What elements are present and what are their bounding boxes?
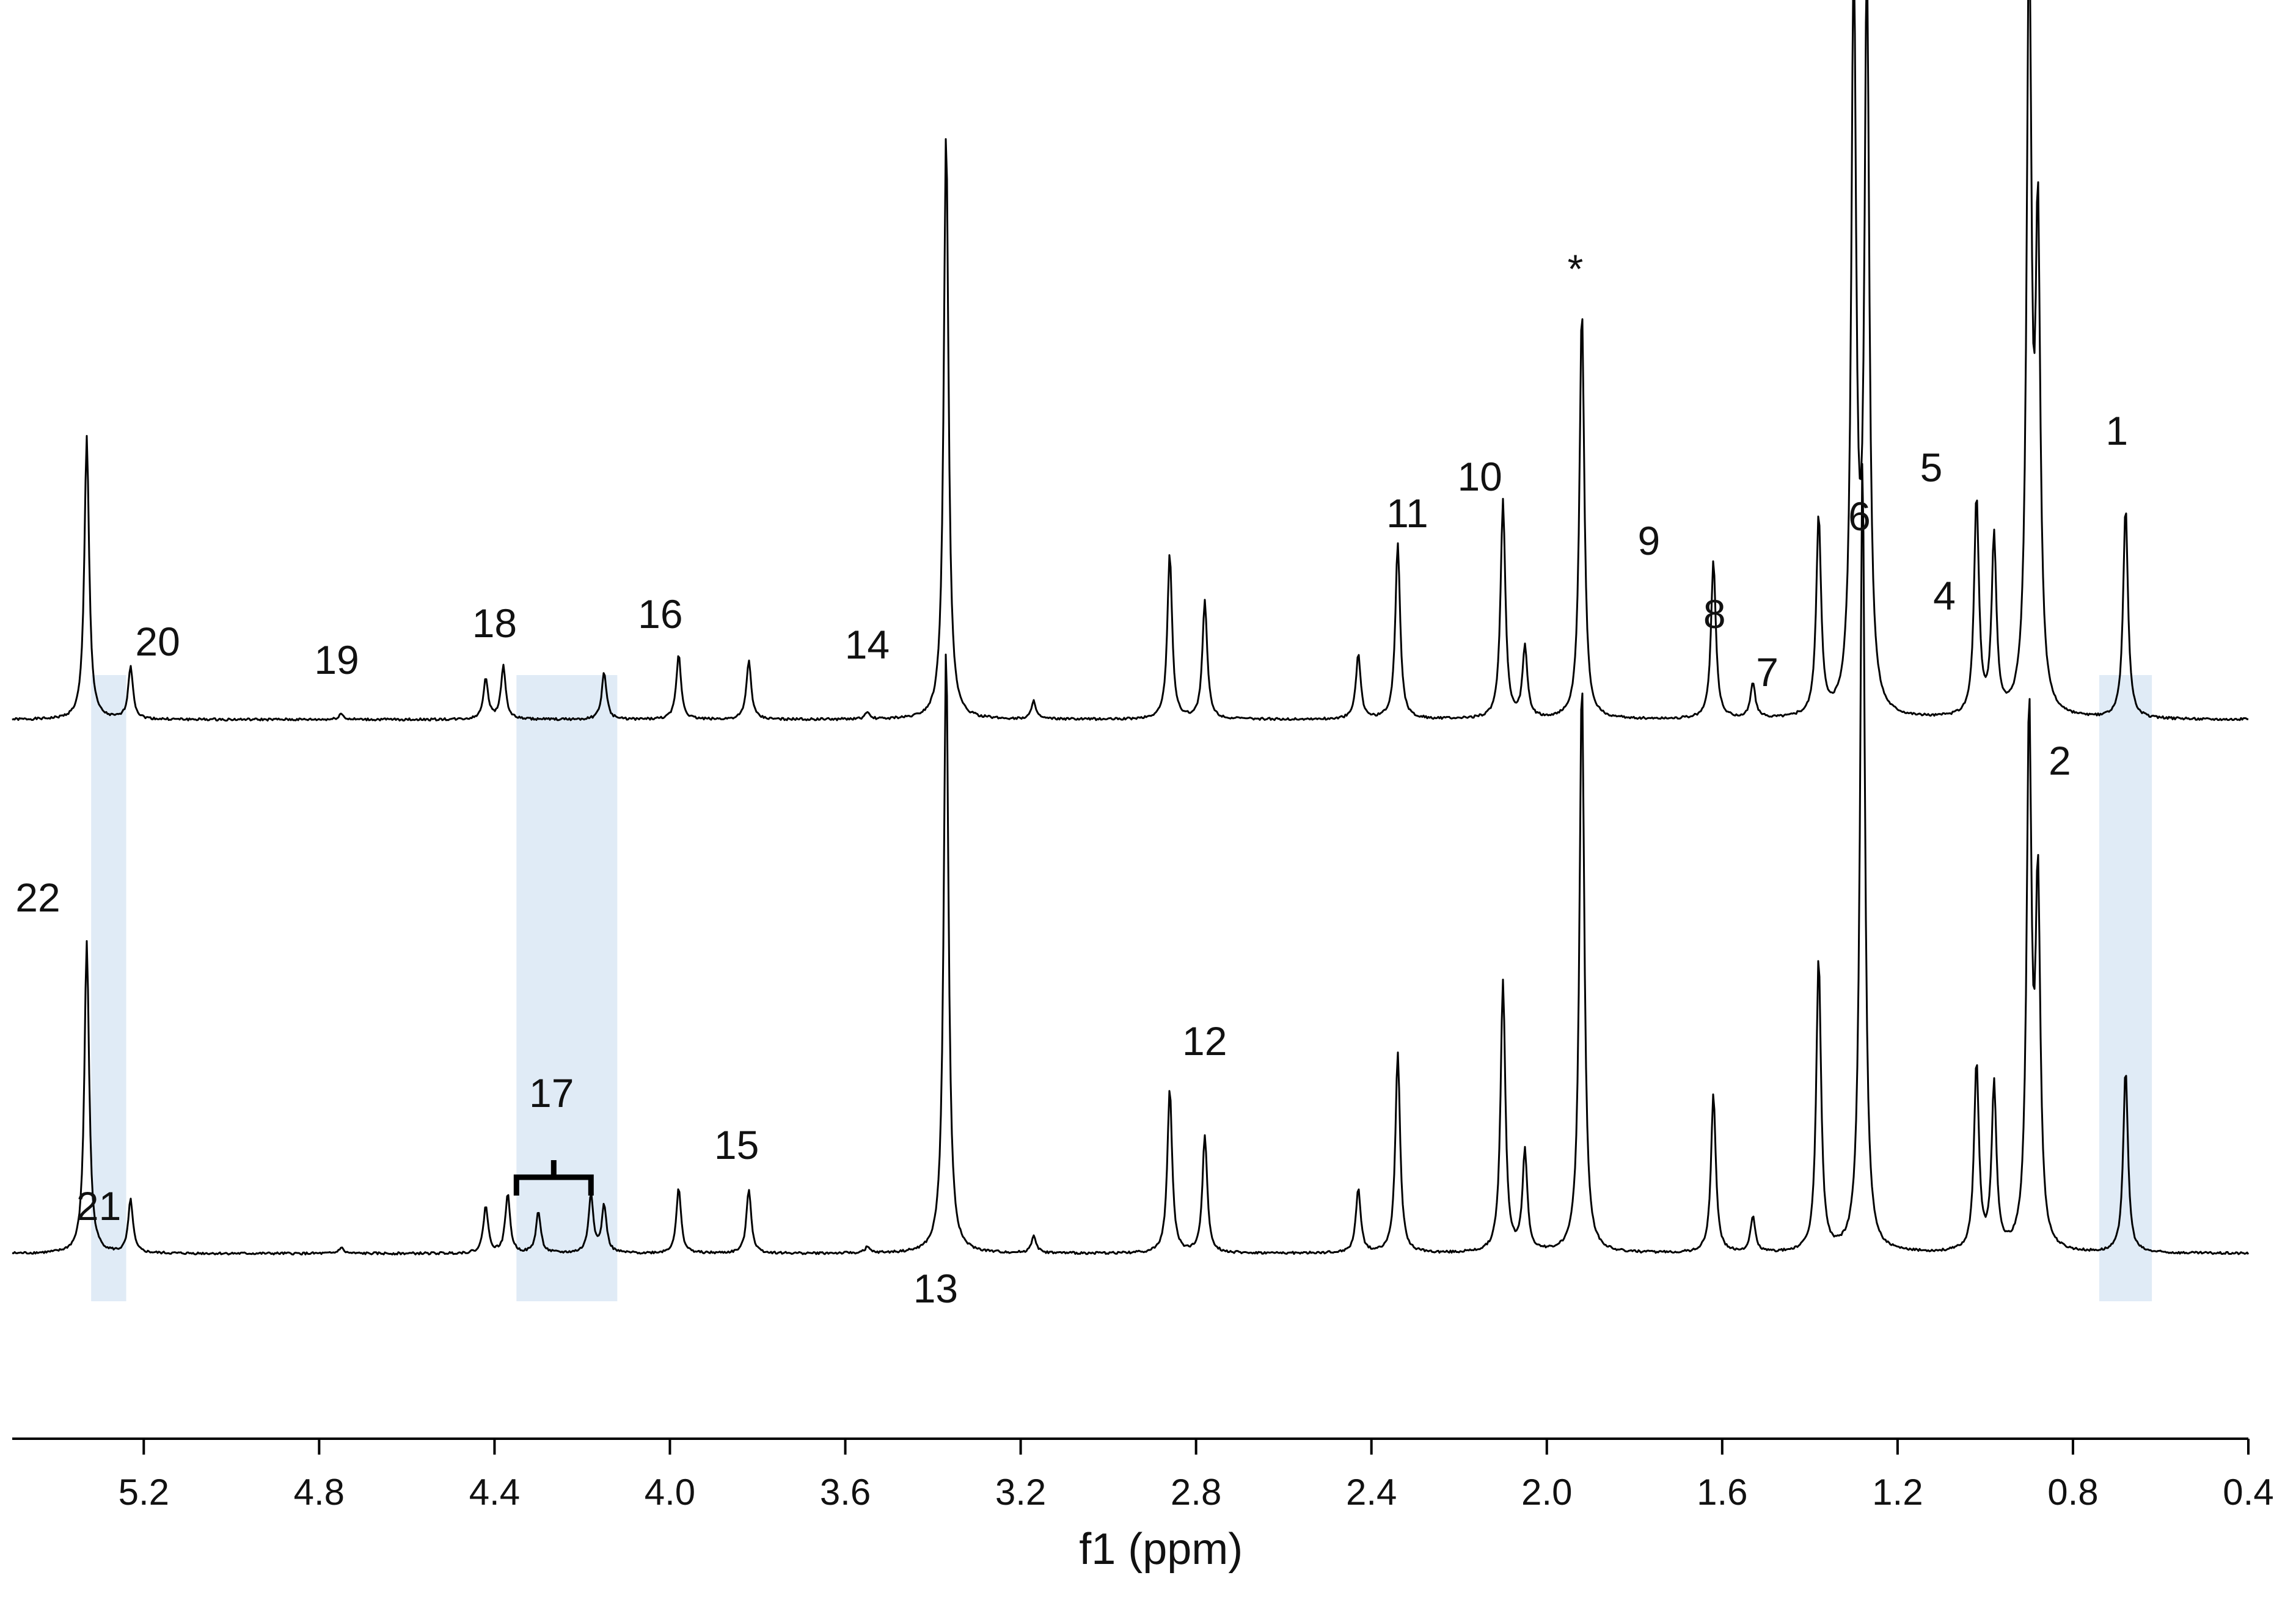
highlight-region-3: [2099, 675, 2152, 1301]
x-tick-label: 0.8: [2047, 1472, 2098, 1513]
highlight-region-1: [91, 675, 126, 1301]
x-tick-label: 4.4: [469, 1472, 520, 1513]
x-tick-label: 2.0: [1521, 1472, 1572, 1513]
peak-label-16: 16: [638, 591, 682, 637]
x-tick-label: 0.4: [2223, 1472, 2273, 1513]
x-tick-label: 1.2: [1872, 1472, 1923, 1513]
spectrum-series-2: [12, 462, 2250, 1256]
peak-label-solvent: *: [1568, 246, 1584, 291]
peak-label-8: 8: [1703, 591, 1726, 637]
peak-annotations: 12345678910111213141516171819202122*: [15, 246, 2128, 1311]
peak-label-6: 6: [1848, 494, 1871, 539]
peak-label-15: 15: [714, 1122, 759, 1167]
peak-label-22: 22: [15, 875, 60, 920]
peak-label-4: 4: [1933, 573, 1956, 618]
peak-label-19: 19: [314, 637, 359, 682]
x-tick-label: 3.6: [820, 1472, 871, 1513]
peak-label-17: 17: [529, 1070, 574, 1116]
peak-label-21: 21: [76, 1183, 121, 1229]
peak-label-5: 5: [1920, 445, 1943, 490]
x-tick-label: 4.8: [294, 1472, 345, 1513]
highlight-region-2: [516, 675, 618, 1301]
x-tick-label: 1.6: [1697, 1472, 1747, 1513]
peak-label-7: 7: [1756, 649, 1779, 695]
peak-label-14: 14: [845, 622, 890, 667]
x-tick-label: 2.8: [1171, 1472, 1221, 1513]
peak-label-2: 2: [2049, 738, 2071, 783]
peak-label-10: 10: [1457, 454, 1502, 499]
peak-label-12: 12: [1182, 1018, 1227, 1064]
highlight-regions: [91, 675, 2152, 1301]
x-axis-title: f1 (ppm): [1079, 1525, 1243, 1574]
x-tick-label: 5.2: [119, 1472, 169, 1513]
x-tick-label: 4.0: [645, 1472, 695, 1513]
spectrum-series-1: [12, 0, 2249, 722]
peak-label-11: 11: [1386, 491, 1428, 536]
peak-label-18: 18: [472, 601, 517, 646]
bracket-17: [513, 1160, 594, 1196]
peak-label-13: 13: [913, 1266, 958, 1311]
peak-label-9: 9: [1637, 518, 1660, 563]
peak-label-20: 20: [135, 619, 180, 664]
peak-label-1: 1: [2105, 408, 2128, 453]
x-axis-ticks: 5.2 4.8 4.4 4.0 3.6 3.2 2.8 2.4 2.0 1.6 1.2 0.8 0.4: [119, 1439, 2274, 1513]
x-tick-label: 2.4: [1346, 1472, 1397, 1513]
spectrum-traces: [12, 0, 2250, 1256]
x-tick-label: 3.2: [995, 1472, 1046, 1513]
